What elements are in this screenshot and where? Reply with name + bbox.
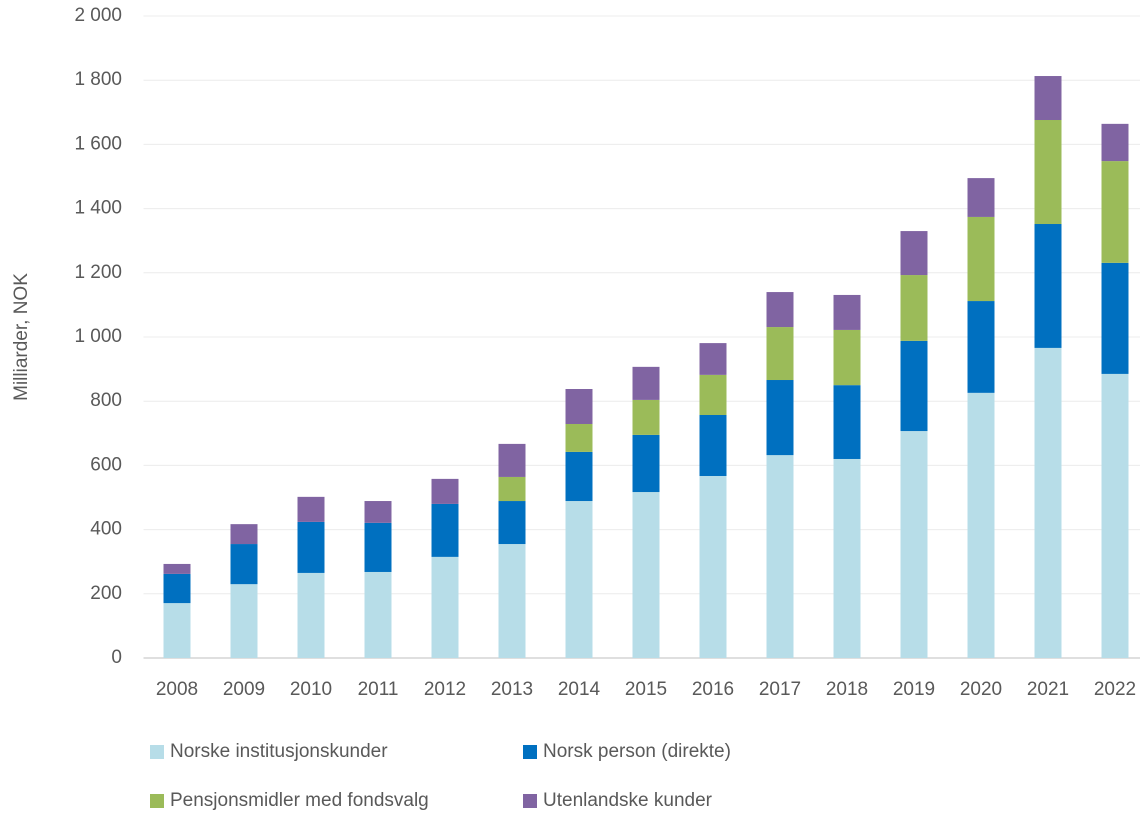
bar-segment xyxy=(766,327,794,381)
bar-segment xyxy=(230,544,258,585)
bar-segment xyxy=(230,524,258,545)
y-tick-label: 1 400 xyxy=(74,198,122,219)
x-tick-label: 2020 xyxy=(960,679,1002,700)
bar-segment xyxy=(565,451,593,502)
bar-segment xyxy=(498,476,526,502)
x-tick-label: 2012 xyxy=(424,679,466,700)
bar-segment xyxy=(632,434,660,493)
bar-segment xyxy=(1034,120,1062,225)
bar-segment xyxy=(699,374,727,416)
y-tick-label: 2 000 xyxy=(74,5,122,26)
y-tick-label: 1 200 xyxy=(74,262,122,283)
bar-segment xyxy=(900,340,928,432)
y-tick-label: 1 600 xyxy=(74,133,122,154)
bar-segment xyxy=(1101,123,1129,162)
bar-segment xyxy=(297,496,325,522)
bar-segment xyxy=(230,584,258,658)
y-tick-label: 1 800 xyxy=(74,69,122,90)
bar-segment xyxy=(632,366,660,400)
x-tick-label: 2017 xyxy=(759,679,801,700)
bar-segment xyxy=(1034,76,1062,121)
bar-segment xyxy=(967,301,995,393)
bar-segment xyxy=(1101,262,1129,374)
bar-segment xyxy=(699,415,727,476)
bar-segment xyxy=(900,275,928,341)
bar-segment xyxy=(565,501,593,658)
bar-segment xyxy=(1034,224,1062,348)
x-tick-label: 2008 xyxy=(156,679,198,700)
legend-label: Norske institusjonskunder xyxy=(170,741,388,762)
legend-swatch xyxy=(150,745,164,759)
bar-segment xyxy=(163,563,191,574)
bar-segment xyxy=(431,556,459,658)
bar-segment xyxy=(297,572,325,658)
bar-segment xyxy=(364,571,392,658)
y-tick-label: 800 xyxy=(90,390,122,411)
bar-segment xyxy=(364,501,392,523)
bar-segment xyxy=(833,458,861,658)
bar-segment xyxy=(967,178,995,217)
bar-segment xyxy=(900,431,928,658)
bar-segment xyxy=(1034,347,1062,658)
bar-segment xyxy=(766,292,794,328)
x-tick-label: 2021 xyxy=(1027,679,1069,700)
y-tick-label: 400 xyxy=(90,519,122,540)
bar-segment xyxy=(632,492,660,658)
bar-segment xyxy=(833,329,861,386)
x-tick-label: 2010 xyxy=(290,679,332,700)
bar-segment xyxy=(699,475,727,658)
bar-segment xyxy=(967,216,995,302)
x-tick-label: 2014 xyxy=(558,679,601,700)
x-tick-label: 2016 xyxy=(692,679,734,700)
legend-label: Norsk person (direkte) xyxy=(543,741,731,762)
bar-segment xyxy=(498,544,526,658)
x-tick-label: 2022 xyxy=(1094,679,1136,700)
bar-segment xyxy=(833,294,861,330)
bar-segment xyxy=(498,501,526,545)
bar-segment xyxy=(1101,161,1129,263)
bar-segment xyxy=(431,478,459,504)
bar-segment xyxy=(766,380,794,456)
bar-segment xyxy=(766,455,794,658)
x-tick-label: 2019 xyxy=(893,679,935,700)
y-tick-label: 1 000 xyxy=(74,326,122,347)
bar-segment xyxy=(431,503,459,557)
y-tick-label: 600 xyxy=(90,454,122,475)
bar-segment xyxy=(565,423,593,452)
bar-segment xyxy=(900,231,928,276)
legend-label: Utenlandske kunder xyxy=(543,790,713,811)
x-tick-label: 2011 xyxy=(358,679,399,700)
bar-segment xyxy=(699,343,727,375)
bar-segment xyxy=(163,573,191,604)
bar-segment xyxy=(967,392,995,658)
y-axis-label: Milliarder, NOK xyxy=(11,273,32,401)
legend-swatch xyxy=(523,745,537,759)
y-tick-label: 0 xyxy=(111,647,122,668)
x-tick-label: 2009 xyxy=(223,679,265,700)
x-tick-label: 2013 xyxy=(491,679,533,700)
bar-segment xyxy=(565,389,593,424)
legend-label: Pensjonsmidler med fondsvalg xyxy=(170,790,429,811)
bar-segment xyxy=(1101,373,1129,658)
x-tick-label: 2015 xyxy=(625,679,667,700)
bar-segment xyxy=(297,521,325,573)
legend-swatch xyxy=(523,794,537,808)
x-tick-label: 2018 xyxy=(826,679,868,700)
bar-segment xyxy=(364,522,392,572)
bar-segment xyxy=(632,399,660,435)
bar-segment xyxy=(498,443,526,477)
bar-segment xyxy=(163,603,191,658)
legend-swatch xyxy=(150,794,164,808)
bar-segment xyxy=(833,385,861,459)
y-tick-label: 200 xyxy=(90,583,122,604)
